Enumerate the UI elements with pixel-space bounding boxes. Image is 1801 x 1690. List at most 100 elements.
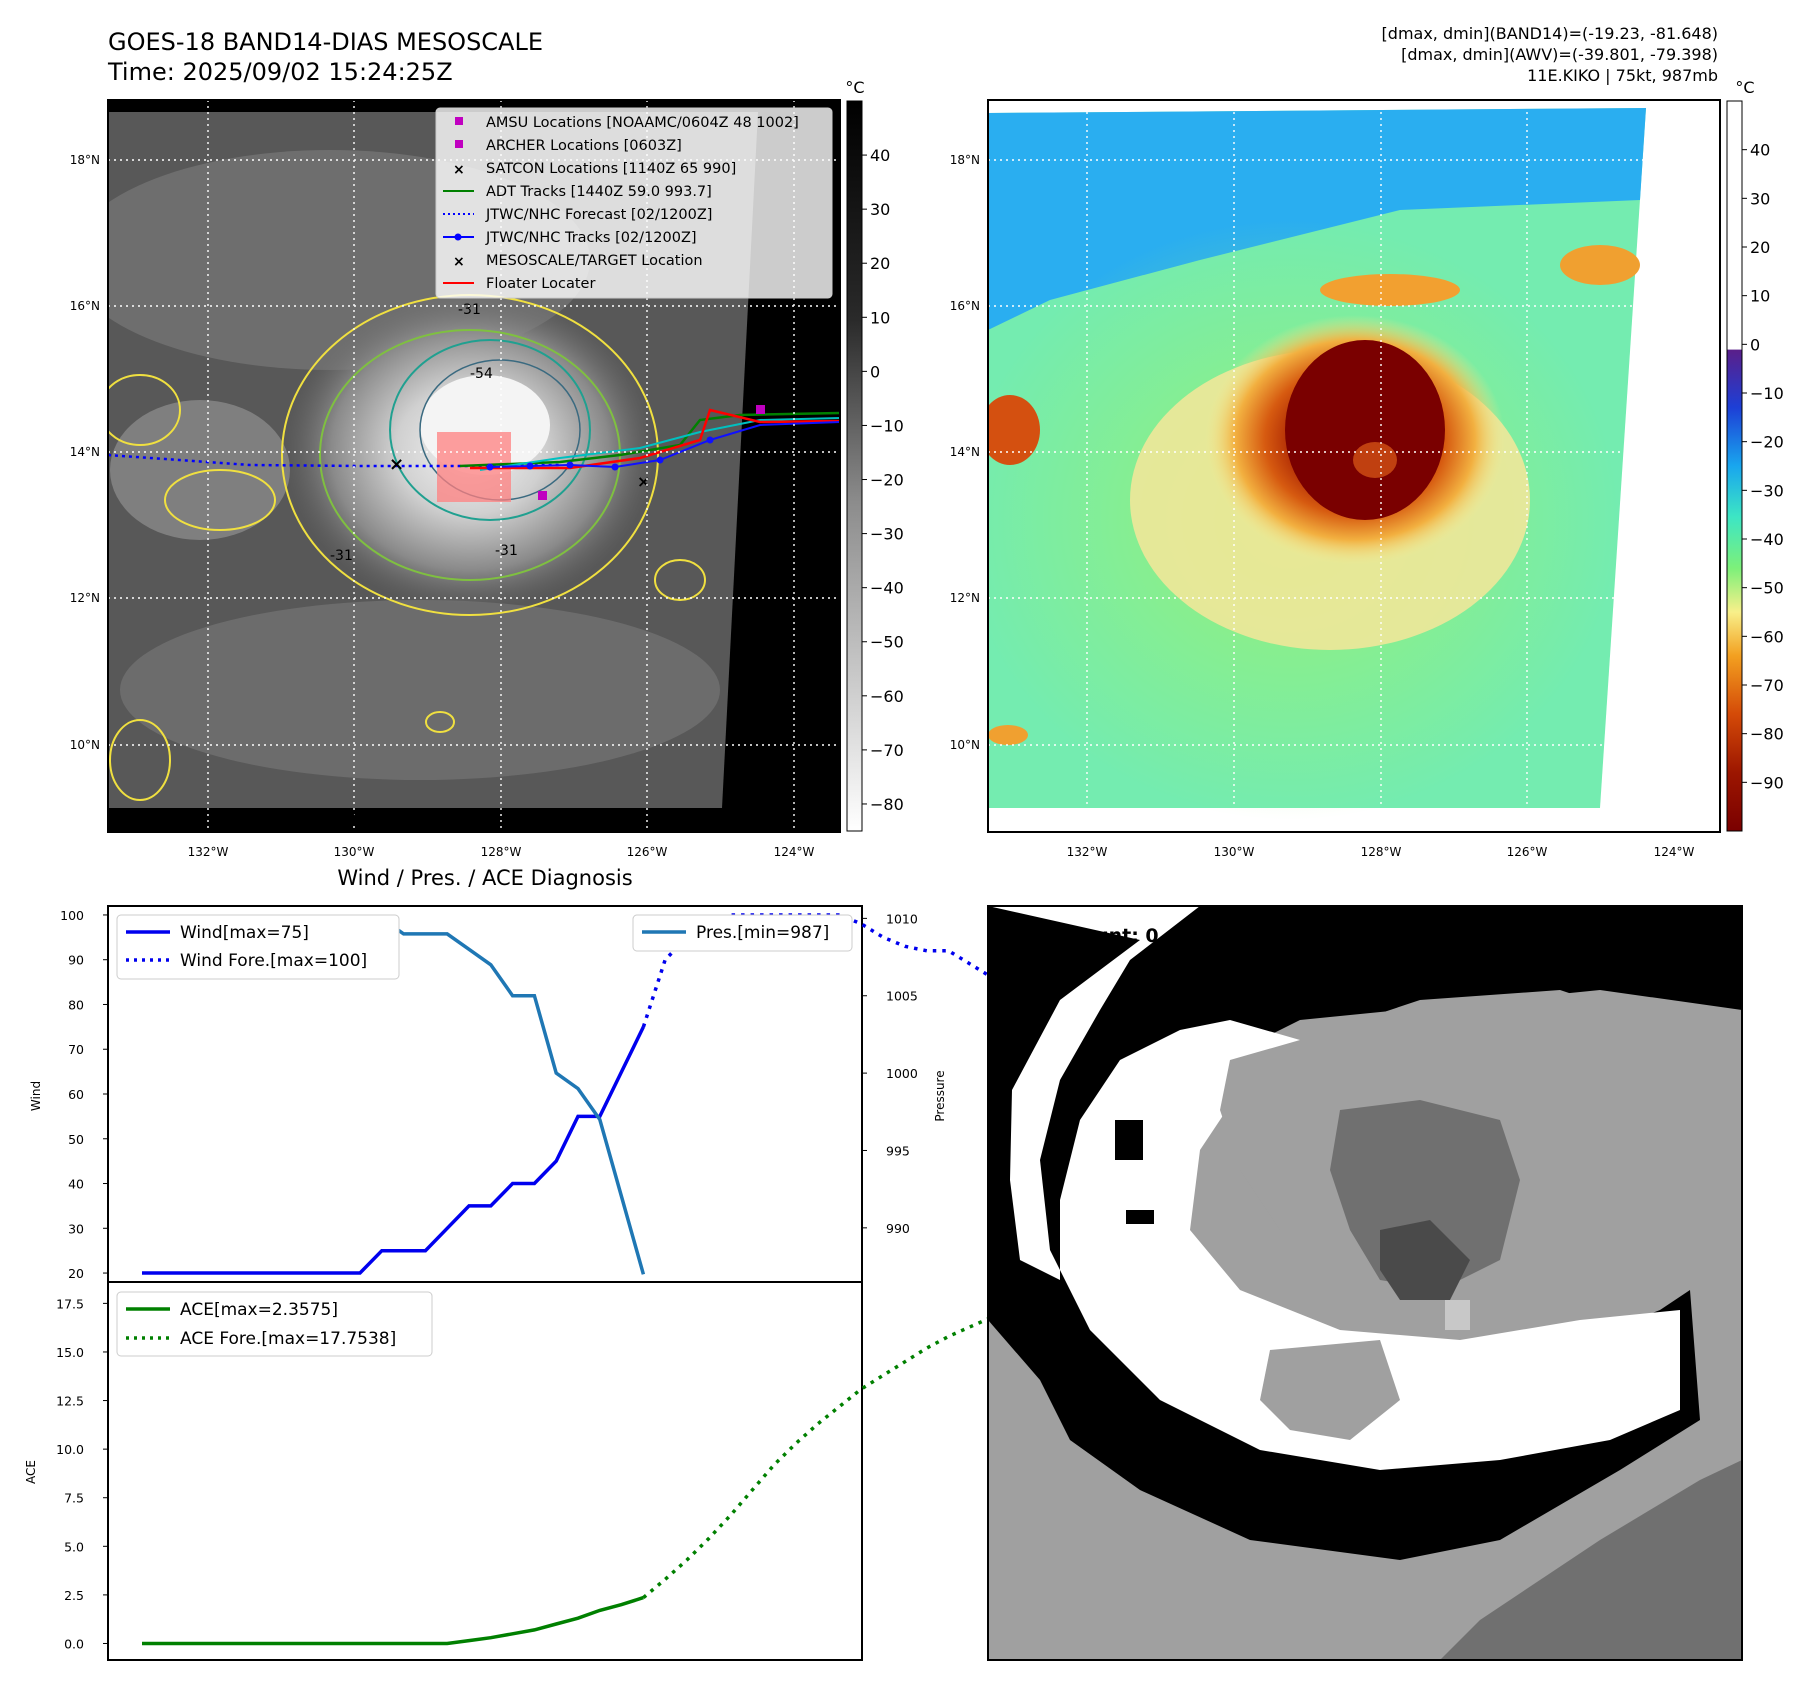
lat-label: 10°N (950, 738, 980, 752)
ir-lon-labels: 132°W 130°W 128°W 126°W 124°W (188, 845, 815, 859)
ir-cloud-cluster (110, 400, 290, 540)
lon-label: 126°W (627, 845, 668, 859)
lat-label: 16°N (950, 299, 980, 313)
satcon-x-marker: × (637, 472, 650, 491)
gray-colorbar-tick-label: −50 (870, 633, 904, 652)
ace-legend: ACE[max=2.3575] ACE Fore.[max=17.7538] (116, 1291, 433, 1357)
amsu-marker (756, 405, 765, 414)
color-eyewall (1285, 340, 1445, 520)
legend-archer-marker (455, 140, 463, 148)
color-colorbar-tick-label: −60 (1750, 627, 1784, 646)
contour-outer (109, 719, 171, 801)
color-colorbar-tick-label: −40 (1750, 530, 1784, 549)
lon-label: 126°W (1507, 845, 1548, 859)
gray-colorbar-tick-label: −60 (870, 687, 904, 706)
pressure-tick-label: 995 (886, 1143, 910, 1158)
color-colorbar-tick-label: 10 (1750, 287, 1770, 306)
jtwc-track-point (486, 463, 494, 471)
color-lat-labels: 18°N 16°N 14°N 12°N 10°N (950, 153, 980, 752)
ace-tick-label: 10.0 (56, 1442, 84, 1457)
info-line2: [dmax, dmin](AWV)=(-39.801, -79.398) (1401, 45, 1718, 64)
pressure-tick-label: 1000 (886, 1066, 918, 1081)
jtwc-track-point (656, 456, 664, 464)
contour-label: -31 (330, 548, 353, 564)
wmg-darker-region (1380, 1220, 1470, 1300)
gray-colorbar: °C 40 30 20 10 0 −10 −20 −30 −40 −50 −60 −70 −80 (845, 78, 904, 832)
wind-tick-label: 50 (68, 1132, 84, 1147)
color-colorbar-tick-label: −80 (1750, 725, 1784, 744)
ace-tick-label: 15.0 (56, 1345, 84, 1360)
satcon-track (479, 417, 840, 471)
jtwc-forecast-track (108, 453, 561, 468)
wind-tick-label: 30 (68, 1221, 84, 1236)
legend-tracks-dot (454, 233, 462, 241)
copyright-text: Copyright © 2020-2025 Dapiya (112, 810, 409, 830)
lon-label: 132°W (188, 845, 229, 859)
legend-adt-label: ADT Tracks [1440Z 59.0 993.7] (486, 184, 712, 200)
legend-ace-forecast-label: ACE Fore.[max=17.7538] (180, 1329, 396, 1349)
legend-tracks-label: JTWC/NHC Tracks [02/1200Z] (485, 230, 697, 246)
ace-tick-label: 2.5 (64, 1588, 84, 1603)
lon-label: 128°W (1361, 845, 1402, 859)
contour-label: -31 (495, 543, 518, 559)
lon-label: 132°W (1067, 845, 1108, 859)
gray-colorbar-tick-label: −30 (870, 525, 904, 544)
wmg-light-cell (1445, 1300, 1470, 1330)
color-colorbar-tick-label: 0 (1750, 335, 1760, 354)
pressure-axis-label: Pressure (933, 1070, 947, 1121)
color-lon-labels: 132°W 130°W 128°W 126°W 124°W (1067, 845, 1695, 859)
color-colorbar-tick-label: −30 (1750, 481, 1784, 500)
pressure-tick-label: 990 (886, 1221, 910, 1236)
legend-pressure-label: Pres.[min=987] (696, 923, 829, 943)
wmg-dark-gray-region (1330, 1100, 1520, 1290)
contour-label: -54 (470, 366, 493, 382)
gray-colorbar-tick-label: 10 (870, 308, 890, 327)
color-cell (988, 725, 1028, 745)
color-colorbar-tick-label: −10 (1750, 384, 1784, 403)
color-colorbar-tick-label: −70 (1750, 676, 1784, 695)
color-eye (1353, 442, 1397, 478)
legend-floater-label: Floater Locater (486, 276, 595, 292)
jtwc-track-point (566, 461, 574, 469)
wind-tick-label: 90 (68, 953, 84, 968)
color-dry-air-region (988, 108, 1646, 330)
wind-legend: Wind[max=75] Wind Fore.[max=100] (116, 914, 400, 980)
lat-label: 12°N (70, 591, 100, 605)
lat-label: 14°N (70, 445, 100, 459)
ir-lat-labels: 18°N 16°N 14°N 12°N 10°N (70, 153, 100, 752)
lat-label: 18°N (70, 153, 100, 167)
wind-tick-label: 70 (68, 1042, 84, 1057)
lat-label: 18°N (950, 153, 980, 167)
wmg-gray-patch (1260, 1340, 1400, 1440)
color-map-panel (987, 99, 1721, 833)
ace-line (142, 1595, 644, 1646)
legend-satcon-marker: × (453, 162, 465, 178)
pressure-tick-label: 1005 (886, 989, 918, 1004)
legend-wind-label: Wind[max=75] (180, 923, 309, 943)
contour-outer (654, 559, 706, 601)
gray-colorbar-tick-label: −40 (870, 579, 904, 598)
gray-colorbar-tick-label: −10 (870, 416, 904, 435)
gray-colorbar-tick-label: −20 (870, 471, 904, 490)
color-colorbar-tick-label: 30 (1750, 189, 1770, 208)
color-colorbar-tick-label: 40 (1750, 141, 1770, 160)
contour-label: -31 (458, 302, 481, 318)
gray-colorbar-tick-label: 30 (870, 200, 890, 219)
contour-inner (389, 339, 591, 521)
figure-title-line2: Time: 2025/09/02 15:24:25Z (107, 58, 453, 86)
contour-outer (164, 469, 276, 531)
legend-wind-forecast-label: Wind Fore.[max=100] (180, 951, 367, 971)
wmg-white-region (988, 906, 1680, 1470)
ace-tick-label: 0.0 (64, 1636, 84, 1651)
lat-label: 16°N (70, 299, 100, 313)
wind-tick-label: 20 (68, 1266, 84, 1281)
map-legend: AMSU Locations [NOAAMC/0604Z 48 1002] AR… (435, 107, 833, 299)
legend-target-label: MESOSCALE/TARGET Location (486, 253, 703, 269)
gray-colorbar-ticks: 40 30 20 10 0 −10 −20 −30 −40 −50 −60 −70 −80 (862, 146, 904, 814)
color-cell (1560, 245, 1640, 285)
target-x-marker: × (389, 454, 404, 475)
gray-colorbar-tick-label: 40 (870, 146, 890, 165)
ace-y-ticks: 17.5 15.0 12.5 10.0 7.5 5.0 2.5 0.0 (56, 1296, 108, 1651)
color-gridlines (988, 100, 1720, 832)
info-line3: 11E.KIKO | 75kt, 987mb (1527, 66, 1718, 85)
